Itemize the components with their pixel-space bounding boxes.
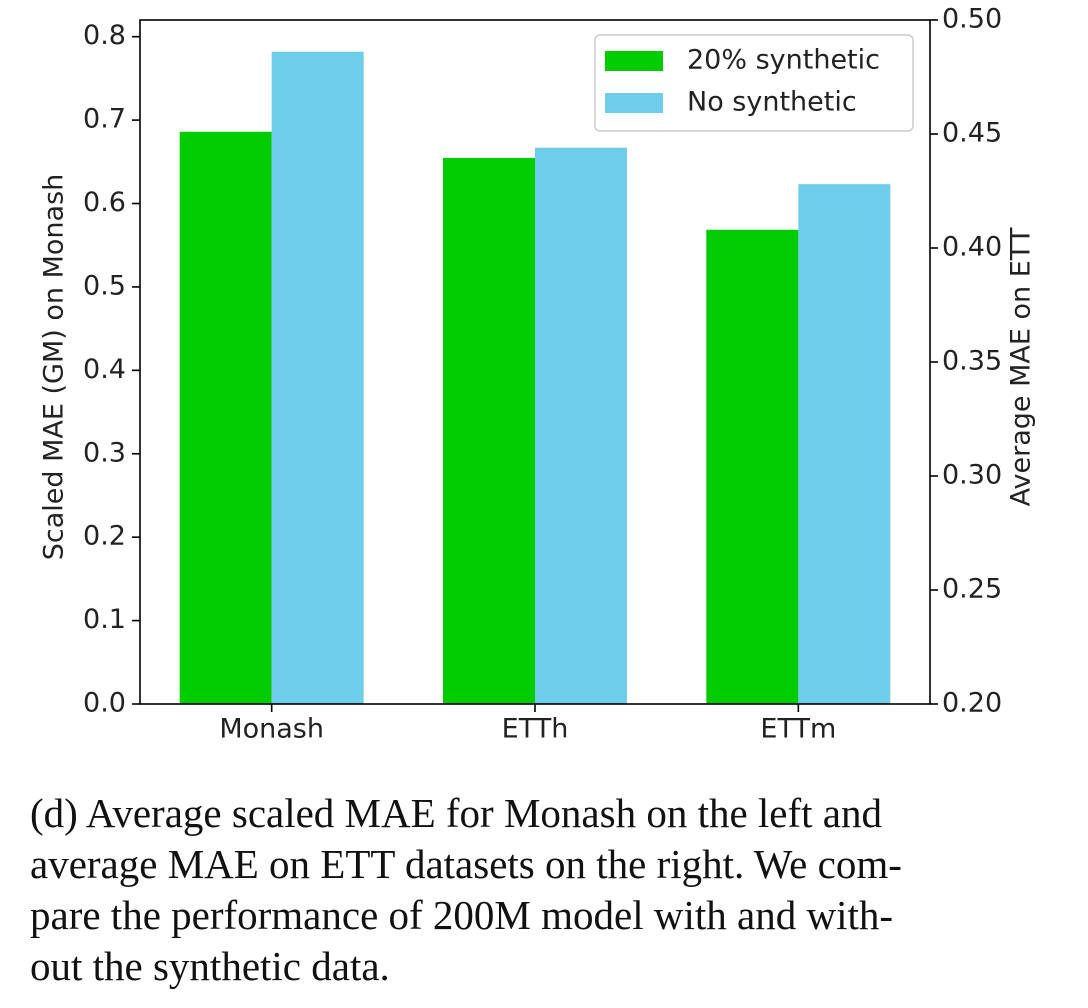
x-tick-label: ETTh (502, 714, 569, 745)
legend-label: 20% synthetic (687, 45, 880, 76)
y2-tick-label: 0.35 (942, 346, 1002, 377)
y2-tick-label: 0.50 (942, 4, 1002, 35)
y-tick-label: 0.6 (83, 187, 126, 218)
x-tick-label: ETTm (760, 714, 836, 745)
y-tick-label: 0.4 (83, 354, 126, 385)
y2-tick-label: 0.25 (942, 574, 1002, 605)
bar (179, 131, 272, 704)
bar (798, 184, 891, 704)
y2-tick-label: 0.30 (942, 460, 1002, 491)
y-tick-label: 0.2 (83, 521, 126, 552)
bar (271, 51, 364, 704)
legend-swatch (605, 93, 663, 113)
bar (706, 229, 799, 704)
legend-label: No synthetic (687, 87, 857, 118)
y-tick-label: 0.8 (83, 20, 126, 51)
y2-tick-label: 0.45 (942, 118, 1002, 149)
bar (443, 157, 535, 704)
caption-line: out the synthetic data. (30, 943, 390, 989)
y-tick-label: 0.7 (83, 104, 126, 135)
caption-line: (d) Average scaled MAE for Monash on the… (30, 790, 882, 836)
y-tick-label: 0.3 (83, 437, 126, 468)
caption-line: average MAE on ETT datasets on the right… (30, 841, 902, 887)
caption: (d) Average scaled MAE for Monash on the… (30, 788, 1060, 992)
legend-swatch (605, 51, 663, 71)
y2-tick-label: 0.40 (942, 232, 1002, 263)
y2-tick-label: 0.20 (942, 688, 1002, 719)
y-tick-label: 0.5 (83, 270, 126, 301)
chart: 0.0 0.1 0.2 0.3 0.4 0.5 0.6 0.7 0.8 0.20 0.25 0.30 0… (39, 4, 1037, 745)
caption-line: pare the performance of 200M model with … (30, 892, 894, 938)
x-tick-label: Monash (219, 714, 324, 745)
y-axis-label: Scaled MAE (GM) on Monash (39, 174, 70, 561)
y2-axis-label: Average MAE on ETT (1006, 227, 1037, 506)
bar (535, 147, 627, 704)
y-tick-label: 0.0 (83, 688, 126, 719)
y-tick-label: 0.1 (83, 604, 126, 635)
legend-box (594, 34, 914, 132)
